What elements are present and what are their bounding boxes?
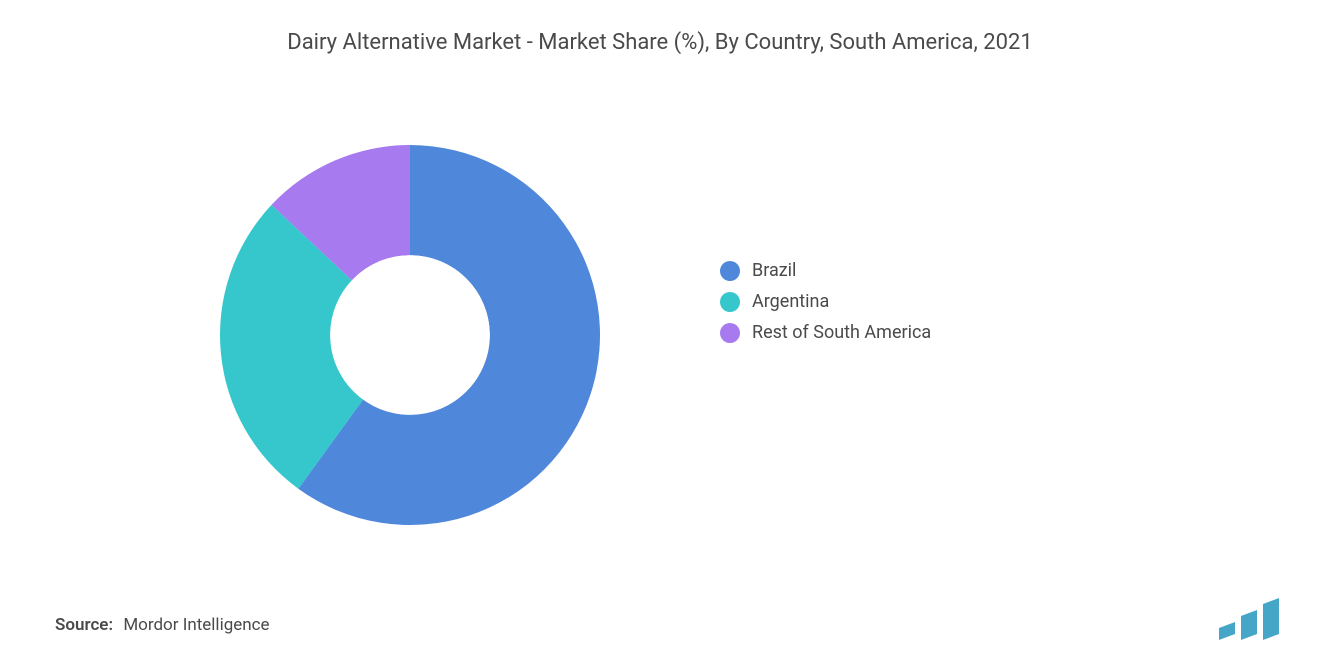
mordor-logo-icon (1215, 595, 1285, 640)
donut-chart (220, 145, 600, 525)
donut-hole (330, 255, 490, 415)
legend-item: Argentina (720, 291, 931, 312)
legend-marker-icon (720, 323, 740, 343)
source-label: Source: (55, 615, 113, 635)
legend-marker-icon (720, 292, 740, 312)
legend-marker-icon (720, 261, 740, 281)
legend: Brazil Argentina Rest of South America (720, 260, 931, 353)
legend-label: Argentina (752, 291, 829, 312)
legend-label: Brazil (752, 260, 796, 281)
legend-item: Rest of South America (720, 322, 931, 343)
chart-area (200, 95, 620, 575)
legend-label: Rest of South America (752, 322, 931, 343)
chart-source: Source: Mordor Intelligence (55, 615, 270, 635)
legend-item: Brazil (720, 260, 931, 281)
chart-title: Dairy Alternative Market - Market Share … (0, 30, 1320, 55)
source-value: Mordor Intelligence (123, 615, 269, 635)
